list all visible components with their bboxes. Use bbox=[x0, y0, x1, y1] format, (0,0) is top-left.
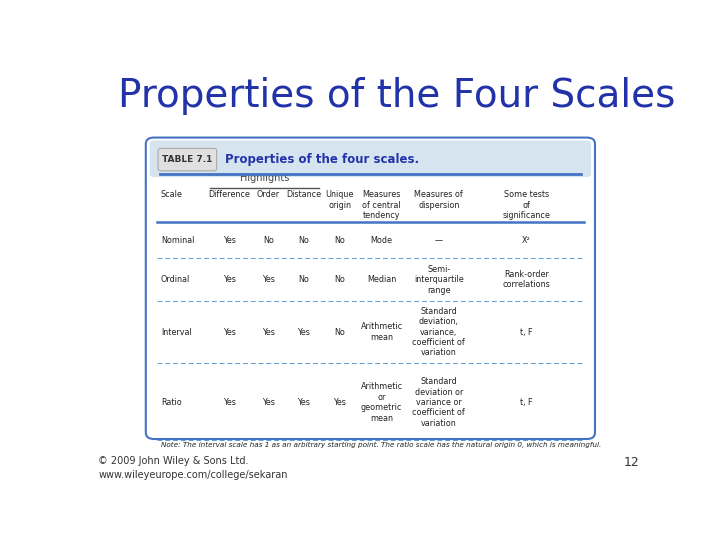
Text: t, F: t, F bbox=[521, 398, 533, 407]
Text: No: No bbox=[298, 236, 309, 245]
Text: Yes: Yes bbox=[223, 398, 236, 407]
FancyBboxPatch shape bbox=[150, 140, 591, 177]
Text: Rank-order
correlations: Rank-order correlations bbox=[503, 270, 551, 289]
Text: Unique
origin: Unique origin bbox=[325, 191, 354, 210]
Text: Standard
deviation,
variance,
coefficient of
variation: Standard deviation, variance, coefficien… bbox=[413, 307, 465, 357]
Text: No: No bbox=[334, 328, 345, 336]
Text: Yes: Yes bbox=[333, 398, 346, 407]
FancyBboxPatch shape bbox=[145, 138, 595, 439]
Text: © 2009 John Wiley & Sons Ltd.
www.wileyeurope.com/college/sekaran: © 2009 John Wiley & Sons Ltd. www.wileye… bbox=[99, 456, 288, 480]
Text: Yes: Yes bbox=[297, 398, 310, 407]
Text: Yes: Yes bbox=[223, 328, 236, 336]
Text: Median: Median bbox=[367, 275, 396, 284]
Text: Ordinal: Ordinal bbox=[161, 275, 190, 284]
Text: Nominal: Nominal bbox=[161, 236, 194, 245]
Text: Measures of
dispersion: Measures of dispersion bbox=[415, 191, 463, 210]
Text: Mode: Mode bbox=[371, 236, 392, 245]
Text: 12: 12 bbox=[624, 456, 639, 469]
Text: TABLE 7.1: TABLE 7.1 bbox=[162, 155, 212, 164]
Text: Yes: Yes bbox=[223, 275, 236, 284]
Text: Measures
of central
tendency: Measures of central tendency bbox=[362, 191, 401, 220]
Text: Order: Order bbox=[257, 191, 280, 199]
Text: Scale: Scale bbox=[161, 191, 183, 199]
Text: No: No bbox=[334, 236, 345, 245]
Text: No: No bbox=[334, 275, 345, 284]
Text: Ratio: Ratio bbox=[161, 398, 181, 407]
Text: No: No bbox=[263, 236, 274, 245]
Text: Properties of the Four Scales: Properties of the Four Scales bbox=[118, 77, 675, 115]
Text: Semi-
interquartile
range: Semi- interquartile range bbox=[414, 265, 464, 295]
Text: Arithmetic
mean: Arithmetic mean bbox=[361, 322, 402, 342]
Text: t, F: t, F bbox=[521, 328, 533, 336]
Text: Yes: Yes bbox=[223, 236, 236, 245]
Text: Yes: Yes bbox=[262, 328, 275, 336]
Text: X²: X² bbox=[522, 236, 531, 245]
Text: Some tests
of
significance: Some tests of significance bbox=[503, 191, 551, 220]
Text: Highlights: Highlights bbox=[240, 173, 289, 183]
Text: No: No bbox=[298, 275, 309, 284]
Text: Properties of the four scales.: Properties of the four scales. bbox=[225, 153, 419, 166]
Text: Difference: Difference bbox=[209, 191, 251, 199]
Text: Yes: Yes bbox=[262, 275, 275, 284]
Text: Interval: Interval bbox=[161, 328, 192, 336]
Text: Distance: Distance bbox=[286, 191, 321, 199]
Text: Standard
deviation or
variance or
coefficient of
variation: Standard deviation or variance or coeffi… bbox=[413, 377, 465, 428]
Text: Arithmetic
or
geometric
mean: Arithmetic or geometric mean bbox=[361, 382, 402, 422]
Text: Yes: Yes bbox=[297, 328, 310, 336]
Text: Yes: Yes bbox=[262, 398, 275, 407]
Text: Note: The interval scale has 1 as an arbitrary starting point. The ratio scale h: Note: The interval scale has 1 as an arb… bbox=[161, 442, 601, 448]
Text: —: — bbox=[435, 236, 443, 245]
FancyBboxPatch shape bbox=[158, 148, 217, 171]
